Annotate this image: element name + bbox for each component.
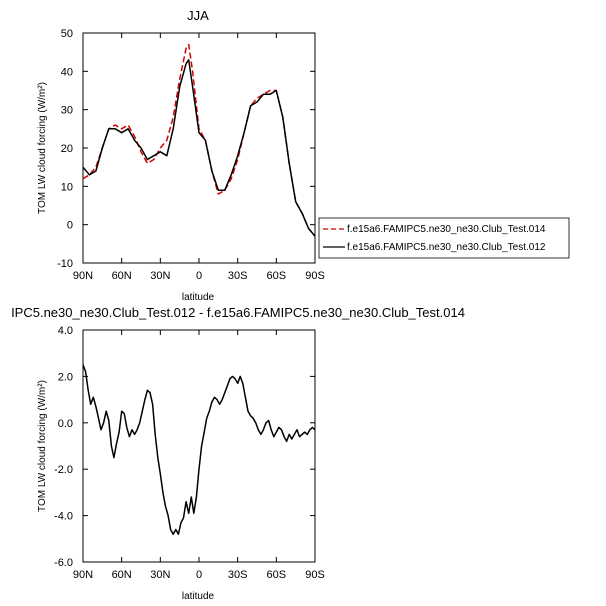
top-series-line-1 (82, 59, 316, 237)
top-y-tick-label: 20 (61, 143, 73, 155)
top-y-tick-label: 40 (61, 66, 73, 78)
top-chart-title: JJA (187, 8, 209, 23)
bottom-series-line-0 (82, 364, 316, 535)
bottom-y-tick-label: 4.0 (58, 325, 73, 337)
legend-label-test-012: f.e15a6.FAMIPC5.ne30_ne30.Club_Test.012 (347, 242, 546, 253)
bottom-y-axis-label: TOM LW cloud forcing (W/m²) (37, 380, 48, 512)
bottom-y-tick-label: 2.0 (58, 371, 73, 383)
legend-label-test-014: f.e15a6.FAMIPC5.ne30_ne30.Club_Test.014 (347, 224, 546, 235)
top-series-line-0 (82, 43, 316, 237)
bottom-y-tick-label: -6.0 (54, 557, 73, 569)
bottom-x-axis-label: latitude (182, 591, 215, 602)
top-x-tick-label: 30S (228, 270, 248, 282)
top-chart-panel: JJA -10 0 10 20 30 40 50 90N 60N 30N 0 30S 60S 90S l… (37, 8, 570, 303)
legend-box (318, 217, 570, 259)
bottom-x-tick-label: 30S (228, 569, 248, 581)
bottom-x-tick-label: 30N (150, 569, 170, 581)
top-y-ticks: -10 0 10 20 30 40 50 (57, 28, 315, 270)
bottom-x-tick-label: 60S (267, 569, 287, 581)
bottom-x-tick-label: 60N (112, 569, 132, 581)
bottom-y-tick-label: -2.0 (54, 464, 73, 476)
bottom-chart-title: IPC5.ne30_ne30.Club_Test.012 - f.e15a6.F… (11, 305, 465, 320)
top-legend: f.e15a6.FAMIPC5.ne30_ne30.Club_Test.014 … (318, 217, 570, 259)
top-series-lines (82, 43, 316, 237)
top-y-tick-label: 50 (61, 28, 73, 40)
top-y-tick-label: 10 (61, 181, 73, 193)
bottom-y-tick-label: 0.0 (58, 418, 73, 430)
bottom-plot-frame (82, 329, 316, 563)
top-x-axis-label: latitude (182, 292, 215, 303)
bottom-y-ticks: -6.0 -4.0 -2.0 0.0 2.0 4.0 (54, 325, 315, 569)
top-x-tick-label: 60S (267, 270, 287, 282)
bottom-x-tick-label: 0 (196, 569, 202, 581)
top-x-tick-label: 0 (196, 270, 202, 282)
bottom-y-tick-label: -4.0 (54, 511, 73, 523)
top-y-axis-label: TOM LW cloud forcing (W/m²) (37, 82, 48, 214)
top-y-tick-label: 0 (67, 220, 73, 232)
top-x-tick-label: 60N (112, 270, 132, 282)
top-plot-frame (82, 32, 316, 264)
bottom-series-lines (82, 364, 316, 535)
top-x-tick-label: 90N (73, 270, 93, 282)
top-x-ticks: 90N 60N 30N 0 30S 60S 90S (73, 33, 325, 282)
bottom-chart-panel: IPC5.ne30_ne30.Club_Test.012 - f.e15a6.F… (11, 305, 465, 602)
top-x-tick-label: 30N (150, 270, 170, 282)
top-y-tick-label: 30 (61, 105, 73, 117)
bottom-x-tick-label: 90N (73, 569, 93, 581)
top-y-tick-label: -10 (57, 258, 73, 270)
bottom-x-ticks: 90N 60N 30N 0 30S 60S 90S (73, 330, 325, 581)
bottom-x-tick-label: 90S (305, 569, 325, 581)
top-x-tick-label: 90S (305, 270, 325, 282)
